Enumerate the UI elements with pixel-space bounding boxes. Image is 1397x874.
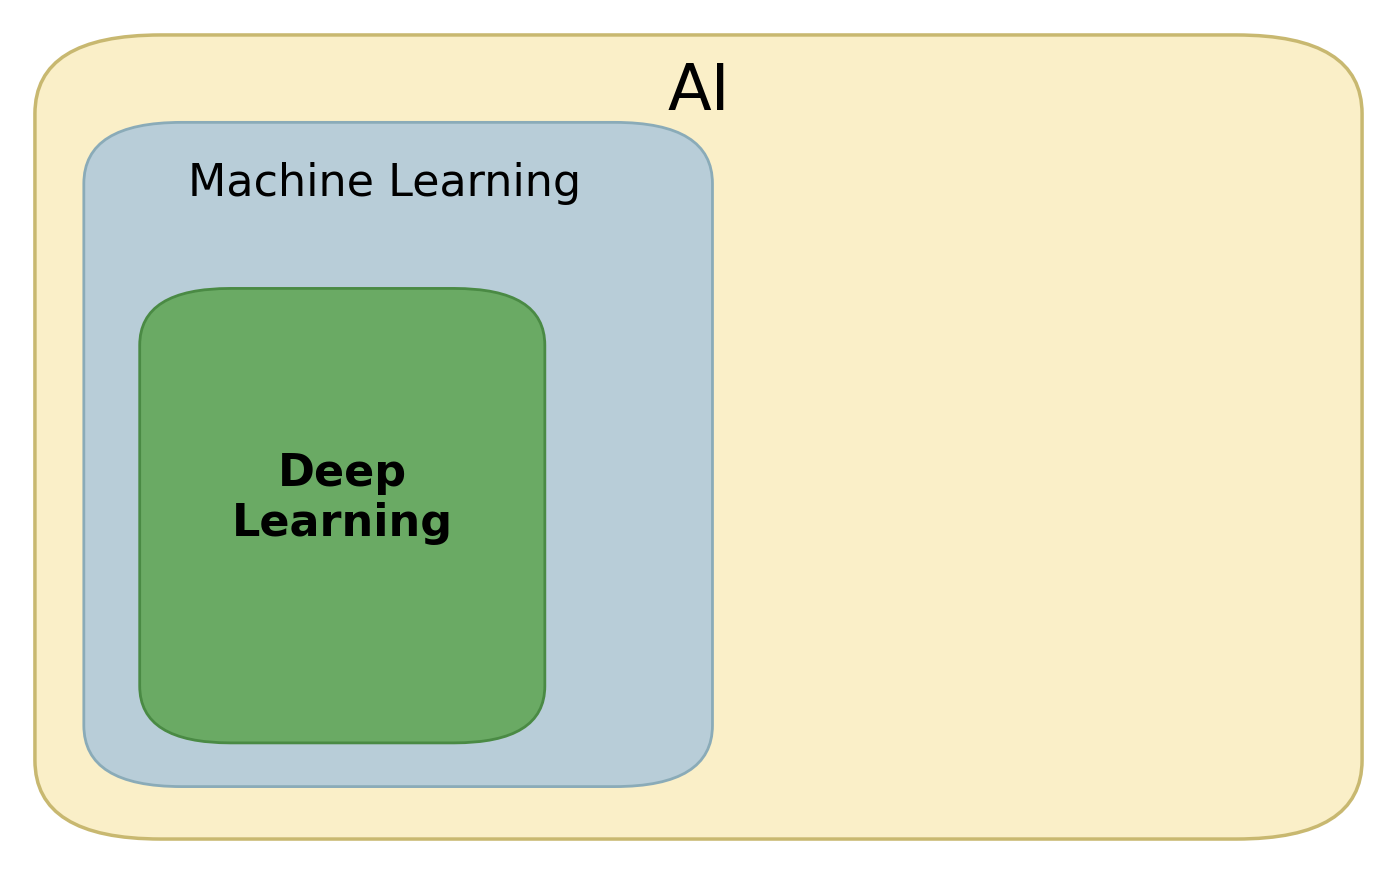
FancyBboxPatch shape bbox=[140, 288, 545, 743]
FancyBboxPatch shape bbox=[35, 35, 1362, 839]
Text: Machine Learning: Machine Learning bbox=[187, 162, 581, 205]
FancyBboxPatch shape bbox=[84, 122, 712, 787]
Text: AI: AI bbox=[668, 61, 729, 122]
Text: Deep
Learning: Deep Learning bbox=[232, 452, 453, 545]
